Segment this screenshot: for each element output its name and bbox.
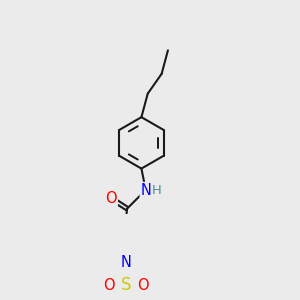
Text: O: O: [106, 191, 117, 206]
Text: N: N: [120, 254, 131, 269]
Text: H: H: [152, 184, 161, 196]
Text: S: S: [121, 277, 131, 295]
Text: N: N: [140, 182, 151, 197]
Text: O: O: [103, 278, 114, 293]
Text: O: O: [137, 278, 149, 293]
